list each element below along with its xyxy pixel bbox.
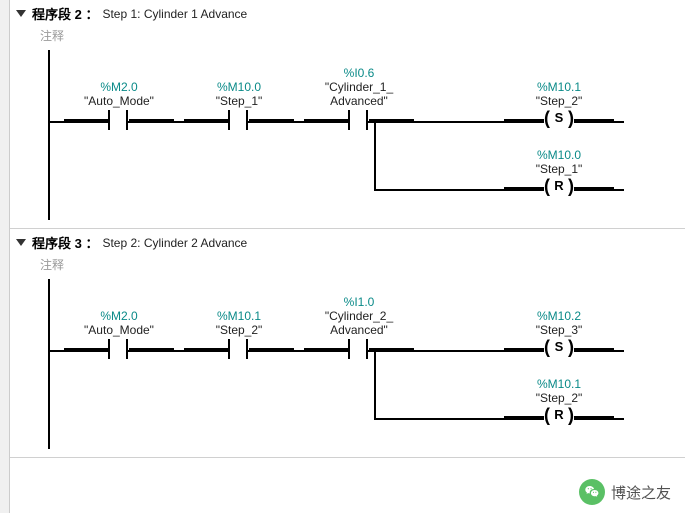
no-contact[interactable]: %M10.0 "Step_1" [184,80,294,130]
network-title: 程序段 2 ： [32,4,98,23]
coil-symbol: "Step_2" [504,94,614,108]
contact-graphic [184,339,294,359]
contact-symbol: "Cylinder_2_ Advanced" [304,309,414,337]
no-contact[interactable]: %I0.6 "Cylinder_1_ Advanced" [304,66,414,130]
network: 程序段 2 ： Step 1: Cylinder 1 Advance注释 %M2… [10,0,685,229]
coil-symbol: "Step_3" [504,323,614,337]
coil-graphic: ( R ) [504,407,614,427]
network-description: Step 1: Cylinder 1 Advance [102,7,247,21]
network-comment[interactable]: 注释 [10,254,685,279]
contact-symbol: "Auto_Mode" [64,323,174,337]
rung-area: %M2.0 "Auto_Mode" %M10.1 "Step_2" %I1.0 … [34,279,685,449]
reset-coil[interactable]: %M10.1 "Step_2" ( R ) [504,377,614,427]
contact-address: %M2.0 [64,309,174,323]
collapse-triangle-icon[interactable] [16,239,26,246]
collapse-triangle-icon[interactable] [16,10,26,17]
wechat-icon [579,479,605,505]
contact-symbol: "Auto_Mode" [64,94,174,108]
coil-graphic: ( R ) [504,178,614,198]
coil-symbol: "Step_1" [504,162,614,176]
networks-container: 程序段 2 ： Step 1: Cylinder 1 Advance注释 %M2… [10,0,685,458]
branch-wire [374,121,376,189]
contact-address: %M10.0 [184,80,294,94]
contact-address: %M10.1 [184,309,294,323]
coil-address: %M10.2 [504,309,614,323]
set-coil[interactable]: %M10.1 "Step_2" ( S ) [504,80,614,130]
power-rail [48,279,50,449]
network: 程序段 3 ： Step 2: Cylinder 2 Advance注释 %M2… [10,229,685,458]
watermark-text: 博途之友 [611,482,671,503]
branch-wire [374,350,376,418]
network-header[interactable]: 程序段 2 ： Step 1: Cylinder 1 Advance [10,0,685,25]
no-contact[interactable]: %M2.0 "Auto_Mode" [64,80,174,130]
no-contact[interactable]: %M2.0 "Auto_Mode" [64,309,174,359]
contact-address: %I0.6 [304,66,414,80]
editor-left-rail [0,0,10,513]
contact-address: %I1.0 [304,295,414,309]
coil-address: %M10.0 [504,148,614,162]
network-header[interactable]: 程序段 3 ： Step 2: Cylinder 2 Advance [10,229,685,254]
rung-area: %M2.0 "Auto_Mode" %M10.0 "Step_1" %I0.6 … [34,50,685,220]
contact-graphic [304,110,414,130]
network-title: 程序段 3 ： [32,233,98,252]
contact-graphic [64,339,174,359]
network-comment[interactable]: 注释 [10,25,685,50]
coil-symbol: "Step_2" [504,391,614,405]
coil-address: %M10.1 [504,377,614,391]
contact-address: %M2.0 [64,80,174,94]
coil-graphic: ( S ) [504,110,614,130]
contact-symbol: "Cylinder_1_ Advanced" [304,80,414,108]
contact-symbol: "Step_1" [184,94,294,108]
power-rail [48,50,50,220]
contact-symbol: "Step_2" [184,323,294,337]
contact-graphic [184,110,294,130]
no-contact[interactable]: %I1.0 "Cylinder_2_ Advanced" [304,295,414,359]
coil-graphic: ( S ) [504,339,614,359]
contact-graphic [64,110,174,130]
no-contact[interactable]: %M10.1 "Step_2" [184,309,294,359]
coil-address: %M10.1 [504,80,614,94]
contact-graphic [304,339,414,359]
network-description: Step 2: Cylinder 2 Advance [102,236,247,250]
watermark: 博途之友 [579,479,671,505]
reset-coil[interactable]: %M10.0 "Step_1" ( R ) [504,148,614,198]
set-coil[interactable]: %M10.2 "Step_3" ( S ) [504,309,614,359]
